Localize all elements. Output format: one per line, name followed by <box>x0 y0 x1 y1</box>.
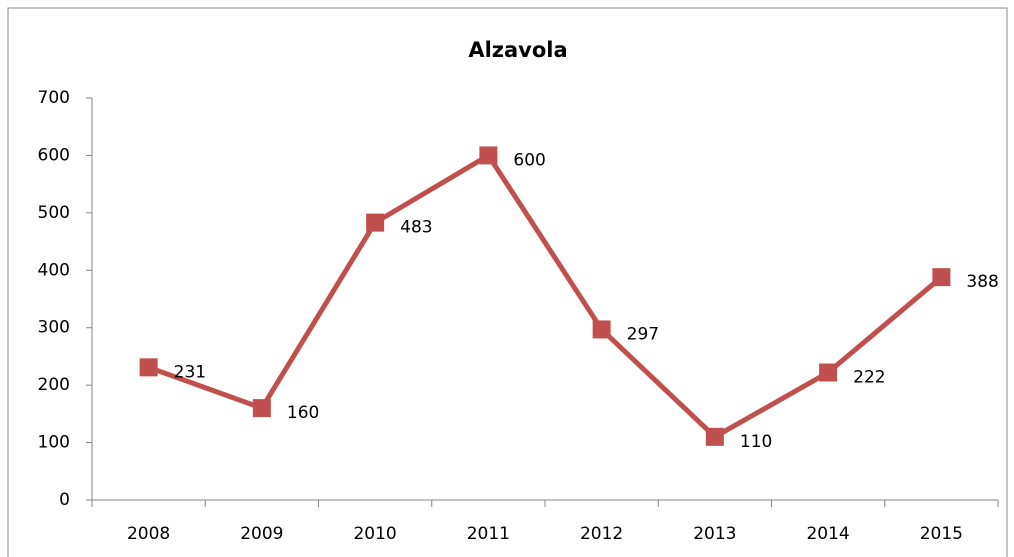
y-tick-label: 300 <box>38 318 70 338</box>
x-tick-label: 2009 <box>240 524 283 544</box>
chart-title: Alzavola <box>468 38 567 62</box>
y-tick-label: 600 <box>38 145 70 165</box>
data-label: 110 <box>740 432 772 452</box>
x-tick-label: 2008 <box>127 524 170 544</box>
chart-border <box>7 7 1008 557</box>
marker <box>252 399 271 418</box>
x-tick-label: 2013 <box>693 524 736 544</box>
x-tick-label: 2012 <box>580 524 623 544</box>
data-label: 222 <box>853 368 885 388</box>
marker <box>366 213 385 232</box>
y-tick-label: 200 <box>38 375 70 395</box>
data-label: 160 <box>287 403 319 423</box>
y-tick-label: 500 <box>38 203 70 223</box>
x-tick-label: 2010 <box>353 524 396 544</box>
marker <box>592 320 611 339</box>
x-tick-label: 2011 <box>467 524 510 544</box>
marker <box>932 268 951 287</box>
y-tick-label: 700 <box>38 88 70 108</box>
marker <box>139 358 158 377</box>
marker <box>819 363 838 382</box>
y-tick-label: 0 <box>59 490 70 510</box>
marker <box>479 146 498 165</box>
data-label: 297 <box>627 324 659 344</box>
line <box>147 152 943 440</box>
marker <box>705 427 724 446</box>
y-tick-label: 400 <box>38 260 70 280</box>
data-label: 388 <box>966 272 998 292</box>
data-label: 483 <box>400 218 432 238</box>
x-tick-label: 2015 <box>920 524 963 544</box>
data-label: 231 <box>174 362 206 382</box>
y-tick-label: 100 <box>38 433 70 453</box>
data-label: 600 <box>513 150 545 170</box>
x-tick-label: 2014 <box>806 524 849 544</box>
